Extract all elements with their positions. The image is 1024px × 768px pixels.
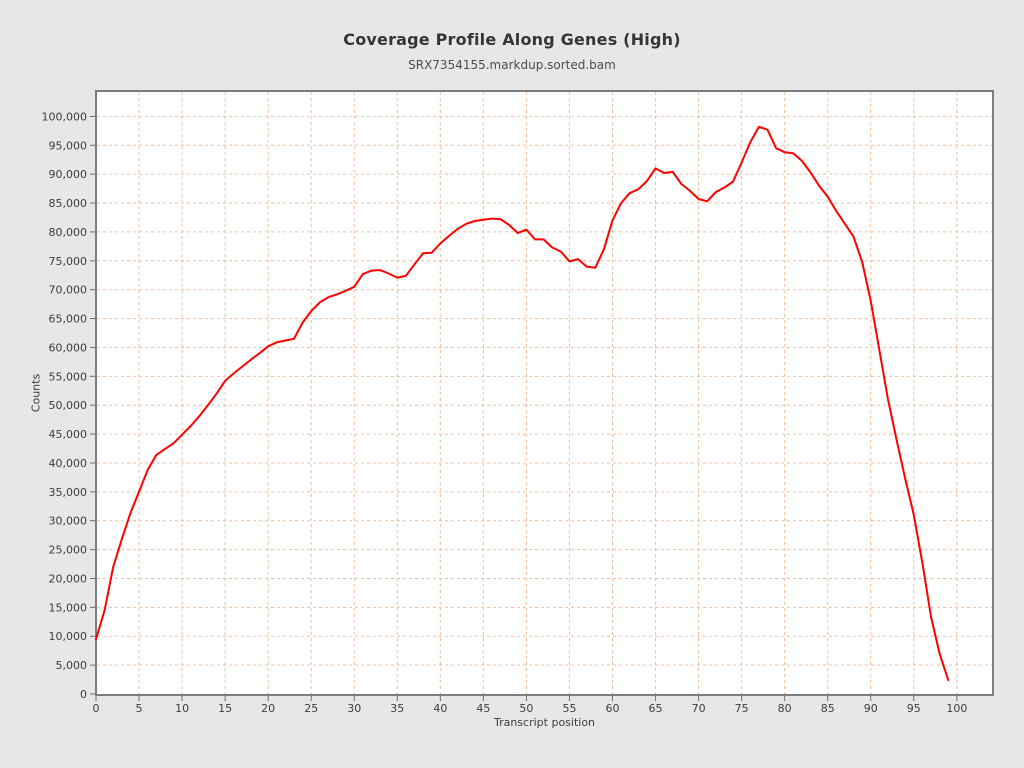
y-tick-label: 40,000 bbox=[49, 457, 88, 470]
x-tick-label: 35 bbox=[390, 702, 404, 715]
y-tick-label: 55,000 bbox=[49, 370, 88, 383]
x-tick-label: 15 bbox=[218, 702, 232, 715]
x-tick-label: 65 bbox=[649, 702, 663, 715]
x-tick-label: 95 bbox=[907, 702, 921, 715]
x-tick-label: 55 bbox=[562, 702, 576, 715]
y-tick-label: 30,000 bbox=[49, 515, 88, 528]
y-tick-label: 100,000 bbox=[42, 110, 88, 123]
y-tick-label: 60,000 bbox=[49, 341, 88, 354]
y-tick-label: 50,000 bbox=[49, 399, 88, 412]
x-tick-label: 25 bbox=[304, 702, 318, 715]
y-tick-label: 25,000 bbox=[49, 544, 88, 557]
y-tick-label: 80,000 bbox=[49, 226, 88, 239]
x-axis-title: Transcript position bbox=[493, 716, 596, 729]
x-tick-label: 60 bbox=[606, 702, 620, 715]
y-tick-label: 35,000 bbox=[49, 486, 88, 499]
y-axis-title: Counts bbox=[29, 373, 43, 413]
y-tick-label: 90,000 bbox=[49, 168, 88, 181]
y-tick-label: 5,000 bbox=[56, 659, 88, 672]
y-tick-label: 85,000 bbox=[49, 197, 88, 210]
y-tick-label: 95,000 bbox=[49, 139, 88, 152]
x-tick-label: 80 bbox=[778, 702, 792, 715]
x-tick-label: 40 bbox=[433, 702, 447, 715]
y-tick-label: 65,000 bbox=[49, 313, 88, 326]
x-tick-label: 70 bbox=[692, 702, 706, 715]
plot-area bbox=[96, 91, 993, 695]
x-tick-label: 20 bbox=[261, 702, 275, 715]
x-tick-label: 30 bbox=[347, 702, 361, 715]
x-tick-label: 100 bbox=[946, 702, 967, 715]
plot-frame bbox=[95, 90, 994, 696]
x-tick-label: 10 bbox=[175, 702, 189, 715]
y-tick-label: 0 bbox=[80, 688, 87, 701]
chart-subtitle: SRX7354155.markdup.sorted.bam bbox=[408, 58, 616, 72]
y-tick-label: 45,000 bbox=[49, 428, 88, 441]
x-tick-label: 5 bbox=[136, 702, 143, 715]
x-tick-label: 0 bbox=[93, 702, 100, 715]
x-tick-label: 50 bbox=[519, 702, 533, 715]
y-tick-label: 15,000 bbox=[49, 601, 88, 614]
coverage-series-line bbox=[95, 125, 950, 682]
x-tick-label: 90 bbox=[864, 702, 878, 715]
x-tick-label: 85 bbox=[821, 702, 835, 715]
y-tick-label: 10,000 bbox=[49, 630, 88, 643]
y-tick-label: 75,000 bbox=[49, 255, 88, 268]
y-tick-label: 20,000 bbox=[49, 572, 88, 585]
x-tick-label: 45 bbox=[476, 702, 490, 715]
chart-title: Coverage Profile Along Genes (High) bbox=[343, 30, 681, 49]
y-tick-label: 70,000 bbox=[49, 284, 88, 297]
x-tick-label: 75 bbox=[735, 702, 749, 715]
